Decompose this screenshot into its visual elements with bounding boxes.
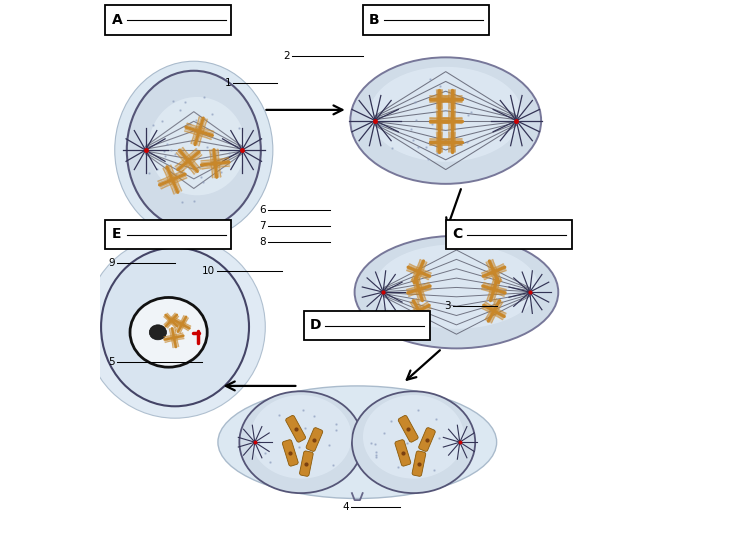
- Ellipse shape: [363, 395, 464, 479]
- FancyBboxPatch shape: [419, 428, 435, 451]
- Text: B: B: [369, 12, 380, 26]
- FancyBboxPatch shape: [286, 415, 305, 442]
- FancyBboxPatch shape: [304, 311, 430, 340]
- Ellipse shape: [369, 67, 522, 162]
- FancyBboxPatch shape: [398, 415, 418, 442]
- FancyBboxPatch shape: [363, 5, 489, 35]
- Text: 1: 1: [224, 78, 231, 88]
- Text: 8: 8: [260, 237, 266, 247]
- Text: 2: 2: [283, 51, 290, 61]
- Ellipse shape: [250, 395, 352, 479]
- Ellipse shape: [375, 244, 538, 329]
- Ellipse shape: [149, 97, 245, 195]
- FancyBboxPatch shape: [105, 220, 231, 249]
- Ellipse shape: [350, 57, 541, 184]
- Text: 9: 9: [108, 258, 115, 267]
- Text: 5: 5: [108, 357, 115, 367]
- Ellipse shape: [218, 386, 497, 498]
- Text: C: C: [452, 227, 462, 241]
- FancyBboxPatch shape: [300, 451, 314, 477]
- Ellipse shape: [239, 391, 363, 493]
- Text: 10: 10: [202, 266, 215, 276]
- FancyBboxPatch shape: [283, 440, 298, 466]
- Ellipse shape: [101, 248, 249, 406]
- FancyBboxPatch shape: [412, 451, 425, 477]
- Text: 7: 7: [260, 221, 266, 231]
- Ellipse shape: [149, 325, 166, 340]
- FancyBboxPatch shape: [446, 220, 572, 249]
- Text: D: D: [310, 318, 322, 332]
- Ellipse shape: [127, 71, 261, 229]
- Text: 6: 6: [260, 205, 266, 215]
- Text: E: E: [112, 227, 121, 241]
- Text: 3: 3: [445, 301, 451, 310]
- Ellipse shape: [130, 297, 208, 367]
- FancyBboxPatch shape: [395, 440, 411, 466]
- Text: A: A: [112, 12, 122, 26]
- Ellipse shape: [352, 391, 475, 493]
- Ellipse shape: [115, 61, 273, 239]
- FancyBboxPatch shape: [105, 5, 231, 35]
- Text: 4: 4: [343, 502, 350, 511]
- Ellipse shape: [355, 236, 559, 348]
- Ellipse shape: [85, 236, 265, 418]
- FancyBboxPatch shape: [306, 428, 323, 451]
